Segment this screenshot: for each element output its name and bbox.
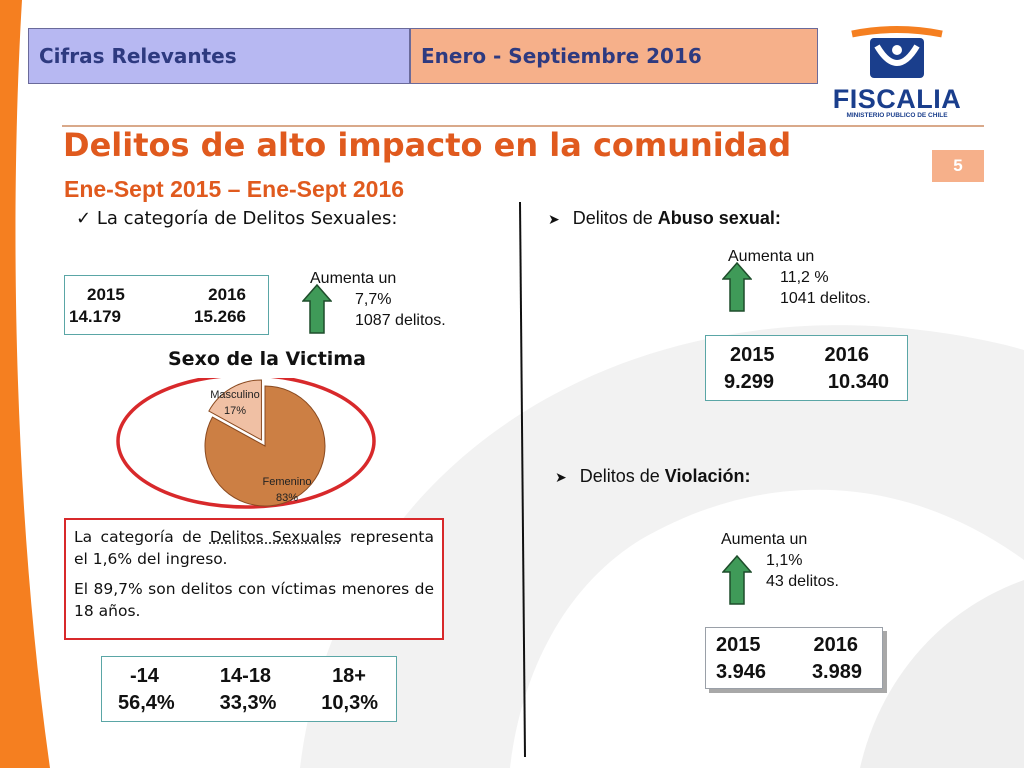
note-suffix: representa el 1,6% del ingreso. <box>74 528 434 568</box>
age-header-under-14: -14 <box>130 665 159 687</box>
title-rule <box>62 125 984 127</box>
summary-note-paragraph-2: El 89,7% son delitos con víctimas menore… <box>74 580 434 620</box>
abuso-totals-box: 2015 2016 9.299 10.340 <box>705 335 908 401</box>
value-2016: 10.340 <box>827 371 889 393</box>
violacion-heading: ➤ Delitos de Violación: <box>555 466 750 487</box>
year-2016: 2016 <box>208 285 246 304</box>
up-arrow-icon <box>302 284 332 334</box>
victim-sex-pie-chart: Masculino 17% Femenino 83% <box>116 378 376 509</box>
highlight-ring <box>116 378 376 509</box>
value-2016: 15.266 <box>194 307 246 326</box>
age-distribution-box: -14 14-18 18+ 56,4% 33,3% 10,3% <box>101 656 397 722</box>
header-right-text: Enero - Septiembre 2016 <box>421 44 702 68</box>
increase-delta: 43 delitos. <box>766 573 839 590</box>
value-2015: 9.299 <box>724 371 775 393</box>
header-left-text: Cifras Relevantes <box>39 44 237 68</box>
summary-note-box: La categoría de Delitos Sexuales represe… <box>64 518 444 640</box>
chart-title: Sexo de la Victima <box>168 348 366 370</box>
violacion-prefix: Delitos de <box>579 466 665 486</box>
year-2016: 2016 <box>824 344 870 366</box>
note-category-name: Delitos Sexuales <box>209 528 342 546</box>
logo-subtext: MINISTERIO PUBLICO DE CHILE <box>846 112 948 119</box>
value-2015: 3.946 <box>716 661 767 683</box>
category-name: Delitos Sexuales: <box>242 208 398 229</box>
increase-label: Aumenta un <box>721 531 808 548</box>
age-value-18-plus: 10,3% <box>321 692 378 714</box>
pie-slice-masculino <box>208 379 262 441</box>
fiscalia-logo: FISCALIA MINISTERIO PUBLICO DE CHILE <box>822 24 972 124</box>
column-divider <box>519 202 526 757</box>
logo-text: FISCALIA <box>832 84 962 114</box>
increase-percent: 11,2 % <box>780 269 829 286</box>
value-2016: 3.989 <box>811 661 862 683</box>
sexual-increase-text: Aumenta un 7,7% 1087 delitos. <box>310 268 446 331</box>
abuso-prefix: Delitos de <box>572 208 658 228</box>
header-section-label: Cifras Relevantes <box>28 28 410 84</box>
slice-pct-masculino: 17% <box>224 405 246 417</box>
sexual-crimes-totals-box: 2015 2016 14.179 15.266 <box>64 275 269 335</box>
slice-label-masculino: Masculino <box>210 389 260 401</box>
age-value-14-18: 33,3% <box>219 692 277 714</box>
period-subtitle: Ene-Sept 2015 – Ene-Sept 2016 <box>64 176 405 202</box>
increase-delta: 1041 delitos. <box>780 290 871 307</box>
year-2015: 2015 <box>730 344 775 366</box>
summary-note-paragraph-1: La categoría de Delitos Sexuales represe… <box>74 526 434 570</box>
category-prefix: La categoría de <box>96 208 243 229</box>
arrow-bullet-icon: ➤ <box>548 211 560 227</box>
slice-label-femenino: Femenino <box>263 476 312 488</box>
age-header-14-18: 14-18 <box>219 665 272 687</box>
violacion-increase-text: Aumenta un 1,1% 43 delitos. <box>721 529 839 592</box>
increase-label: Aumenta un <box>728 248 815 265</box>
year-2015: 2015 <box>716 634 761 656</box>
age-header-18-plus: 18+ <box>332 665 366 687</box>
page-title: Delitos de alto impacto en la comunidad <box>63 126 792 164</box>
year-2015: 2015 <box>87 285 125 304</box>
arrow-bullet-icon: ➤ <box>555 469 567 485</box>
page-number-badge: 5 <box>932 150 984 182</box>
violacion-name: Violación: <box>664 466 751 486</box>
abuso-increase-text: Aumenta un 11,2 % 1041 delitos. <box>728 246 871 309</box>
increase-delta: 1087 delitos. <box>355 312 446 329</box>
checkmark-icon: ✓ <box>76 208 92 229</box>
slice-pct-femenino: 83% <box>276 492 298 504</box>
pie-slice-femenino <box>204 385 326 507</box>
violacion-totals-box: 2015 2016 3.946 3.989 <box>705 627 883 689</box>
header-period-label: Enero - Septiembre 2016 <box>410 28 818 84</box>
increase-percent: 1,1% <box>766 552 803 569</box>
increase-percent: 7,7% <box>355 291 392 308</box>
abuso-heading: ➤ Delitos de Abuso sexual: <box>548 208 781 229</box>
sexual-category-heading: ✓ La categoría de Delitos Sexuales: <box>76 208 397 229</box>
up-arrow-icon <box>722 262 752 312</box>
value-2015: 14.179 <box>69 307 121 326</box>
logo-emblem-icon <box>851 26 943 78</box>
up-arrow-icon <box>722 555 752 605</box>
note-prefix: La categoría de <box>74 528 210 546</box>
abuso-name: Abuso sexual: <box>657 208 781 228</box>
age-value-under-14: 56,4% <box>118 692 175 714</box>
year-2016: 2016 <box>813 634 859 656</box>
increase-label: Aumenta un <box>310 270 397 287</box>
